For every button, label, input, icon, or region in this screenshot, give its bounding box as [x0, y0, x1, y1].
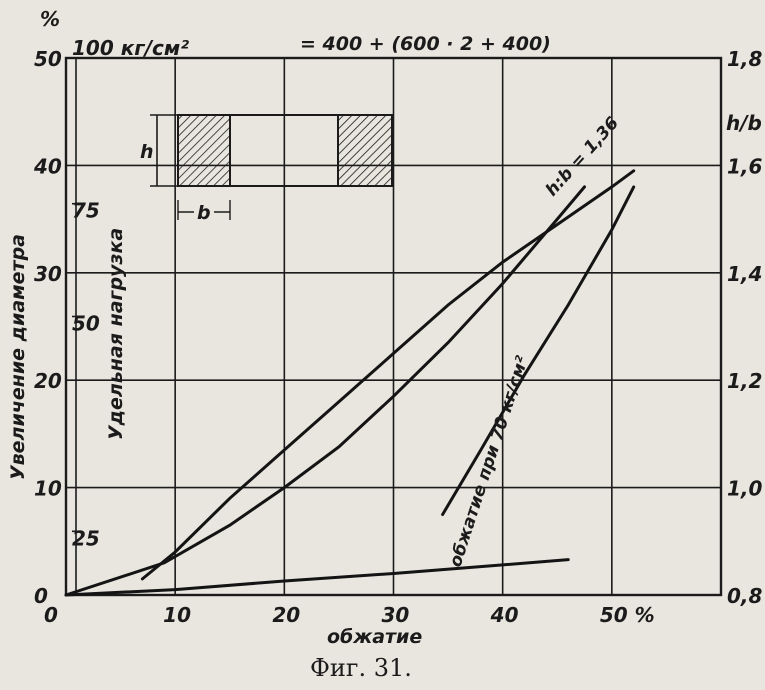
y-unit-right: h/b	[726, 111, 762, 135]
y-tick-label-left: 30	[34, 262, 62, 286]
series-line-3	[64, 558, 570, 597]
y-axis-label-left: Увеличение диаметра	[7, 234, 29, 480]
load-tick-label: 50	[72, 312, 100, 336]
series-line-2	[441, 185, 636, 516]
y-tick-label-right: 0,8	[727, 584, 763, 608]
specimen-hatch-right	[337, 114, 393, 187]
y-tick-label-right: 1,2	[727, 369, 762, 393]
load-tick-label: 25	[72, 526, 100, 550]
tick-labels: 0 10 20 30 40 50 % 0 10 20 30 40 50 0,8 1,0 1,2 1,4 1,6 1…	[33, 47, 763, 627]
figure-caption: Фиг. 31.	[310, 654, 412, 682]
load-top-label: 100 кг/см²	[72, 36, 189, 60]
top-text-fragment: = 400 + (600 · 2 + 400)	[300, 33, 551, 55]
y-tick-label-left: 20	[34, 369, 62, 393]
series-line-1	[140, 169, 636, 581]
x-tick-label: 40	[490, 603, 519, 627]
b-label: b	[197, 202, 211, 224]
y-tick-label-right: 1,8	[727, 47, 763, 71]
specimen-hatch-left	[177, 114, 231, 187]
y-tick-label-right: 1,4	[727, 262, 762, 286]
series-line-0	[64, 185, 586, 597]
h-label: h	[140, 141, 154, 163]
b-label-bg	[194, 203, 214, 221]
x-tick-label: 10	[163, 603, 191, 627]
curves	[64, 169, 636, 597]
y-axis-label-load: Удельная нагрузка	[105, 228, 127, 440]
y-unit-left: %	[40, 7, 60, 31]
x-tick-label: 50 %	[600, 603, 655, 627]
y-tick-label-left: 40	[33, 154, 62, 178]
x-tick-label: 30	[382, 603, 410, 627]
x-tick-label: 20	[272, 603, 300, 627]
y-tick-label-left: 0	[34, 584, 48, 608]
y-tick-label-left: 50	[34, 47, 62, 71]
specimen-inset: h b	[140, 114, 393, 224]
y-tick-label-right: 1,0	[727, 477, 763, 501]
y-tick-label-right: 1,6	[727, 154, 763, 178]
load-tick-label: 75	[72, 199, 100, 223]
grid	[64, 56, 723, 597]
x-axis-label: обжатие	[327, 626, 422, 648]
y-tick-label-left: 10	[34, 477, 62, 501]
x-tick-label: 0	[44, 603, 58, 627]
curve-label-pressure: обжатие при 70 кг/см²	[446, 353, 533, 569]
